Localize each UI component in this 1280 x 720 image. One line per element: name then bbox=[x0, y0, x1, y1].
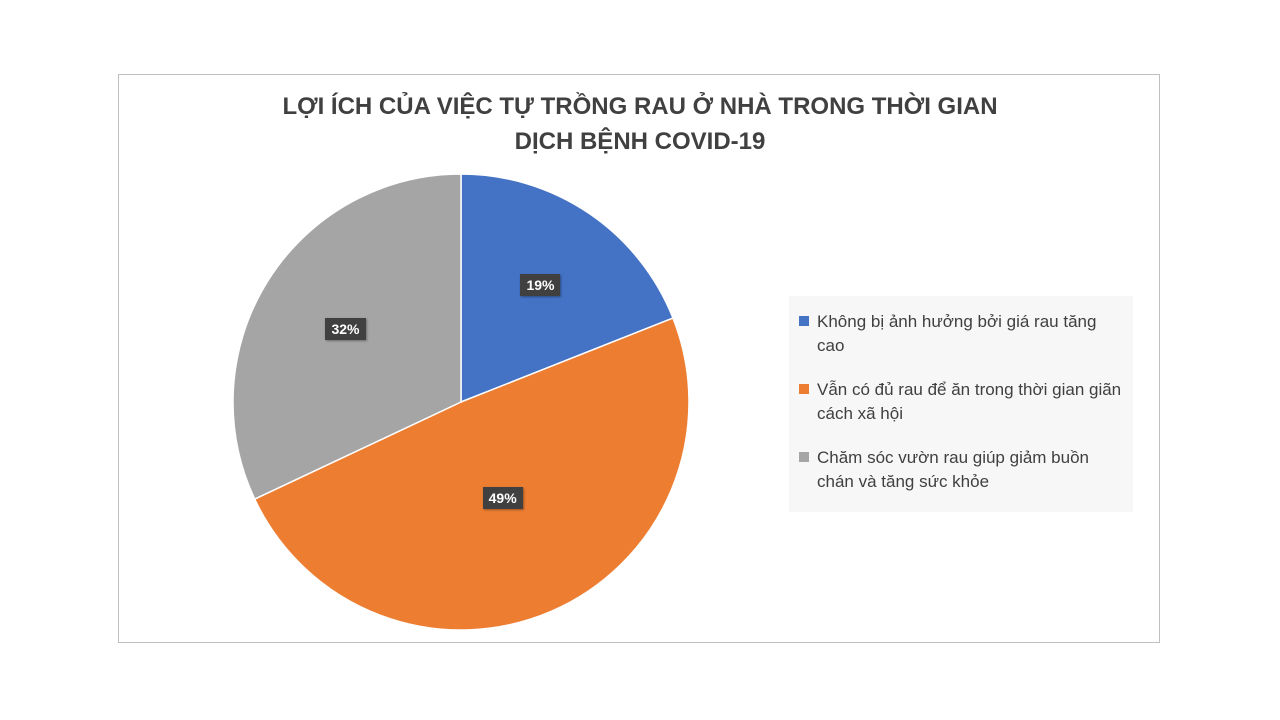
chart-legend: Không bị ảnh hưởng bởi giá rau tăng cao V… bbox=[789, 296, 1133, 512]
legend-swatch bbox=[799, 384, 809, 394]
legend-label: Vẫn có đủ rau để ăn trong thời gian giãn… bbox=[817, 380, 1122, 423]
chart-title: LỢI ÍCH CỦA VIỆC TỰ TRỒNG RAU Ở NHÀ TRON… bbox=[282, 93, 998, 155]
legend-item: Không bị ảnh hưởng bởi giá rau tăng cao bbox=[799, 310, 1125, 358]
legend-label: Không bị ảnh hưởng bởi giá rau tăng cao bbox=[817, 312, 1097, 355]
chart-area: LỢI ÍCH CỦA VIỆC TỰ TRỒNG RAU Ở NHÀ TRON… bbox=[118, 74, 1160, 643]
data-label-1: 19% bbox=[520, 274, 561, 297]
legend-swatch bbox=[799, 316, 809, 326]
legend-item: Vẫn có đủ rau để ăn trong thời gian giãn… bbox=[799, 378, 1125, 426]
pie-slice-1 bbox=[460, 173, 674, 404]
data-label-2: 49% bbox=[482, 487, 523, 510]
data-label-3: 32% bbox=[325, 317, 366, 340]
legend-label: Chăm sóc vườn rau giúp giảm buồn chán và… bbox=[817, 448, 1089, 491]
legend-item: Chăm sóc vườn rau giúp giảm buồn chán và… bbox=[799, 446, 1125, 494]
pie-slice-2 bbox=[253, 317, 690, 631]
legend-swatch bbox=[799, 452, 809, 462]
